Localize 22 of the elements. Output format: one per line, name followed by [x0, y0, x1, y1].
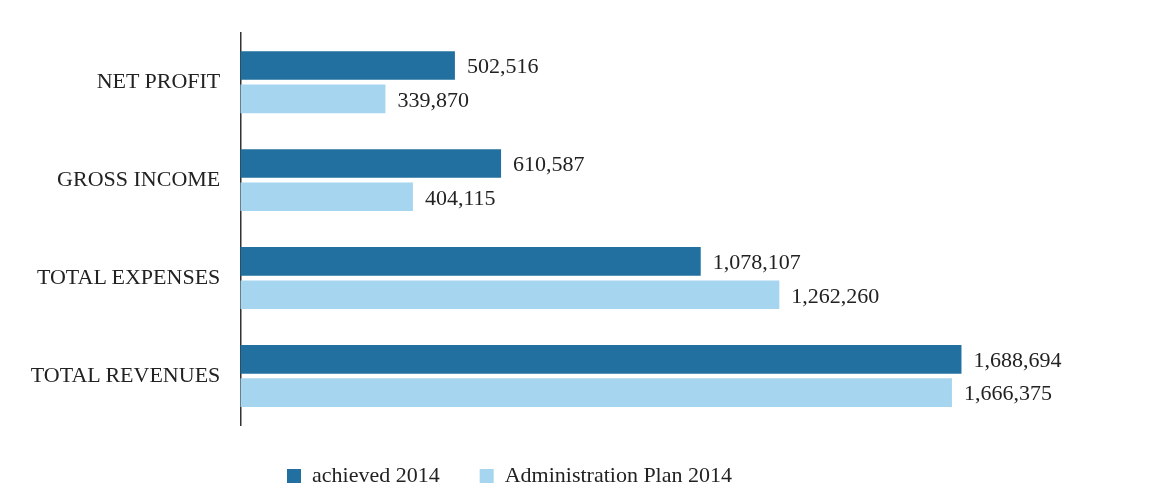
bar [240, 182, 413, 212]
data-label: 1,666,375 [963, 380, 1052, 406]
y-tick-label: TOTAL REVENUES [30, 361, 221, 387]
bar [240, 149, 502, 178]
bar [240, 51, 455, 80]
data-label: 502,516 [466, 53, 539, 79]
y-tick-label: GROSS INCOME [57, 165, 221, 191]
data-label: 404,115 [424, 184, 496, 210]
bar [240, 345, 962, 374]
legend-label: achieved 2014 [312, 461, 440, 487]
y-tick-label: NET PROFIT [96, 67, 221, 93]
bar [240, 378, 952, 407]
bar [240, 280, 780, 310]
bar [240, 84, 386, 114]
data-label: 1,688,694 [973, 347, 1062, 373]
legend-label: Administration Plan 2014 [504, 461, 732, 487]
data-label: 610,587 [513, 151, 585, 177]
data-label: 339,870 [397, 86, 469, 112]
bar [240, 247, 701, 276]
data-label: 1,078,107 [712, 249, 801, 275]
data-label: 1,262,260 [791, 282, 880, 308]
y-tick-label: TOTAL EXPENSES [36, 263, 221, 289]
